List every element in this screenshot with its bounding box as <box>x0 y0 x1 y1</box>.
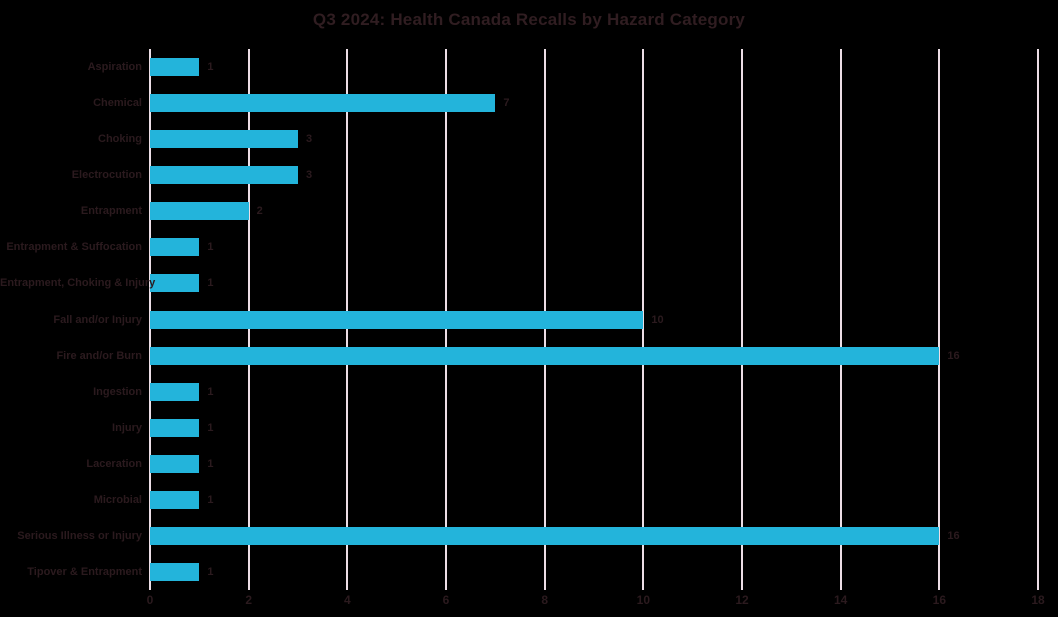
data-label: 3 <box>306 133 313 146</box>
category-label: Entrapment & Suffocation <box>6 241 142 254</box>
data-label: 1 <box>207 277 214 290</box>
bar-choking <box>150 130 298 149</box>
bar-laceration <box>150 454 200 473</box>
category-label: Entrapment, Choking & Injury <box>0 277 156 290</box>
data-label: 2 <box>256 205 263 218</box>
data-label: 1 <box>207 457 214 470</box>
data-label: 1 <box>207 241 214 254</box>
data-label: 16 <box>947 349 960 362</box>
bar-ingestion <box>150 382 200 401</box>
gridline-x-12 <box>741 49 743 590</box>
category-label: Electrocution <box>71 169 142 182</box>
x-tick-label: 18 <box>1031 593 1045 607</box>
chart-title: Q3 2024: Health Canada Recalls by Hazard… <box>312 10 746 29</box>
category-label: Tipover & Entrapment <box>27 565 142 578</box>
bar-tipover-entrapment <box>150 562 200 581</box>
gridline-x-14 <box>839 49 842 590</box>
data-label: 1 <box>207 493 214 506</box>
data-label: 7 <box>503 97 510 110</box>
bar-fire-and-or-burn <box>150 346 940 365</box>
x-tick-label: 16 <box>932 593 946 607</box>
bar-fall-and-or-injury <box>150 310 644 329</box>
data-label: 10 <box>651 313 664 326</box>
category-label: Aspiration <box>87 61 142 74</box>
data-label: 1 <box>207 421 214 434</box>
x-tick-label: 8 <box>541 593 548 607</box>
category-label: Serious Illness or Injury <box>17 529 142 542</box>
data-label: 1 <box>207 565 214 578</box>
category-label: Injury <box>112 421 142 434</box>
x-tick-label: 14 <box>833 593 848 607</box>
bar-serious-illness-or-injury <box>150 526 940 545</box>
bar-injury <box>150 418 200 437</box>
data-label: 1 <box>207 61 214 74</box>
bar-chemical <box>150 94 496 113</box>
category-label: Microbial <box>93 493 142 506</box>
bar-electrocution <box>150 166 298 185</box>
category-label: Fire and/or Burn <box>56 349 142 362</box>
category-label: Choking <box>98 133 142 146</box>
category-label: Fall and/or Injury <box>53 313 142 326</box>
data-label: 1 <box>207 385 214 398</box>
gridline-x-16 <box>938 49 941 590</box>
bar-entrapment-suffocation <box>150 238 200 257</box>
data-label: 3 <box>306 169 313 182</box>
gridline-x-18 <box>1037 49 1039 590</box>
bar-microbial <box>150 490 200 509</box>
plot-area: 1 7 3 3 2 1 1 10 16 1 1 1 1 16 1 <box>149 49 1039 590</box>
x-tick-label: 10 <box>636 593 650 607</box>
x-tick-label: 12 <box>735 593 749 607</box>
x-tick-label: 6 <box>442 593 450 607</box>
category-label: Chemical <box>93 97 142 110</box>
data-label: 16 <box>947 529 960 542</box>
bar-aspiration <box>150 58 200 77</box>
category-label: Laceration <box>86 457 142 470</box>
x-tick-label: 0 <box>146 593 154 607</box>
bar-entrapment-choking-injury <box>150 274 200 293</box>
category-label: Ingestion <box>93 385 142 398</box>
gridline-x-10 <box>642 49 645 590</box>
x-tick-label: 4 <box>343 593 351 607</box>
bar-entrapment <box>150 202 249 221</box>
x-tick-label: 2 <box>245 593 252 607</box>
category-label: Entrapment <box>80 205 142 218</box>
